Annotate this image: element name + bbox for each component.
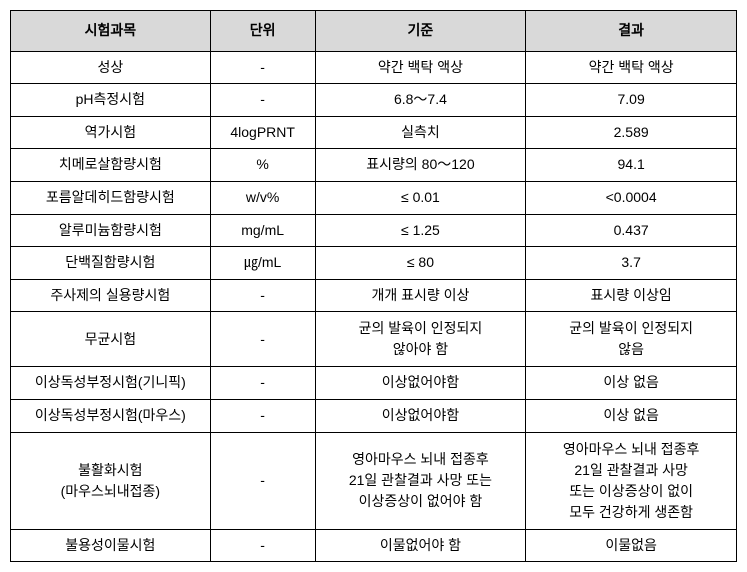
header-criteria: 기준 xyxy=(315,11,526,52)
cell-unit: - xyxy=(210,529,315,562)
test-results-table: 시험과목 단위 기준 결과 성상-약간 백탁 액상약간 백탁 액상pH측정시험-… xyxy=(10,10,737,562)
cell-unit: - xyxy=(210,84,315,117)
cell-criteria: 이물없어야 함 xyxy=(315,529,526,562)
header-subject: 시험과목 xyxy=(11,11,211,52)
cell-subject: 역가시험 xyxy=(11,116,211,149)
cell-criteria: 개개 표시량 이상 xyxy=(315,279,526,312)
cell-criteria: ≤ 80 xyxy=(315,247,526,280)
table-row: 알루미늄함량시험mg/mL≤ 1.250.437 xyxy=(11,214,737,247)
cell-unit: - xyxy=(210,367,315,400)
cell-subject: 알루미늄함량시험 xyxy=(11,214,211,247)
cell-subject: 주사제의 실용량시험 xyxy=(11,279,211,312)
table-row: 주사제의 실용량시험-개개 표시량 이상표시량 이상임 xyxy=(11,279,737,312)
cell-criteria: 영아마우스 뇌내 접종후21일 관찰결과 사망 또는이상증상이 없어야 함 xyxy=(315,432,526,529)
cell-subject: 단백질함량시험 xyxy=(11,247,211,280)
cell-criteria: 표시량의 80～120 xyxy=(315,149,526,182)
cell-result: 이물없음 xyxy=(526,529,737,562)
cell-unit: - xyxy=(210,399,315,432)
header-result: 결과 xyxy=(526,11,737,52)
cell-subject: 불용성이물시험 xyxy=(11,529,211,562)
cell-criteria: 실측치 xyxy=(315,116,526,149)
table-row: 무균시험-균의 발육이 인정되지않아야 함균의 발육이 인정되지않음 xyxy=(11,312,737,367)
cell-result: 0.437 xyxy=(526,214,737,247)
table-row: 역가시험4logPRNT실측치2.589 xyxy=(11,116,737,149)
cell-subject: 불활화시험(마우스뇌내접종) xyxy=(11,432,211,529)
table-row: 불용성이물시험-이물없어야 함이물없음 xyxy=(11,529,737,562)
cell-unit: w/v% xyxy=(210,181,315,214)
cell-criteria: 6.8～7.4 xyxy=(315,84,526,117)
cell-criteria: ≤ 1.25 xyxy=(315,214,526,247)
cell-subject: 이상독성부정시험(기니픽) xyxy=(11,367,211,400)
table-header-row: 시험과목 단위 기준 결과 xyxy=(11,11,737,52)
table-row: 이상독성부정시험(마우스)-이상없어야함이상 없음 xyxy=(11,399,737,432)
cell-subject: 이상독성부정시험(마우스) xyxy=(11,399,211,432)
cell-unit: - xyxy=(210,432,315,529)
cell-unit: - xyxy=(210,51,315,84)
cell-criteria: 이상없어야함 xyxy=(315,367,526,400)
cell-result: 3.7 xyxy=(526,247,737,280)
cell-result: 이상 없음 xyxy=(526,399,737,432)
cell-result: 약간 백탁 액상 xyxy=(526,51,737,84)
table-row: 불활화시험(마우스뇌내접종)-영아마우스 뇌내 접종후21일 관찰결과 사망 또… xyxy=(11,432,737,529)
cell-unit: - xyxy=(210,312,315,367)
cell-unit: mg/mL xyxy=(210,214,315,247)
cell-unit: - xyxy=(210,279,315,312)
cell-unit: ㎍/mL xyxy=(210,247,315,280)
cell-criteria: 균의 발육이 인정되지않아야 함 xyxy=(315,312,526,367)
cell-result: 표시량 이상임 xyxy=(526,279,737,312)
table-row: pH측정시험-6.8～7.47.09 xyxy=(11,84,737,117)
table-row: 포름알데히드함량시험w/v%≤ 0.01<0.0004 xyxy=(11,181,737,214)
table-row: 치메로살함량시험%표시량의 80～12094.1 xyxy=(11,149,737,182)
cell-result: <0.0004 xyxy=(526,181,737,214)
cell-subject: 치메로살함량시험 xyxy=(11,149,211,182)
header-unit: 단위 xyxy=(210,11,315,52)
table-body: 성상-약간 백탁 액상약간 백탁 액상pH측정시험-6.8～7.47.09역가시… xyxy=(11,51,737,562)
cell-subject: 포름알데히드함량시험 xyxy=(11,181,211,214)
cell-result: 영아마우스 뇌내 접종후21일 관찰결과 사망또는 이상증상이 없이모두 건강하… xyxy=(526,432,737,529)
cell-subject: pH측정시험 xyxy=(11,84,211,117)
cell-subject: 무균시험 xyxy=(11,312,211,367)
table-row: 단백질함량시험㎍/mL≤ 803.7 xyxy=(11,247,737,280)
table-row: 이상독성부정시험(기니픽)-이상없어야함이상 없음 xyxy=(11,367,737,400)
cell-result: 2.589 xyxy=(526,116,737,149)
cell-result: 94.1 xyxy=(526,149,737,182)
table-row: 성상-약간 백탁 액상약간 백탁 액상 xyxy=(11,51,737,84)
cell-subject: 성상 xyxy=(11,51,211,84)
cell-unit: 4logPRNT xyxy=(210,116,315,149)
cell-criteria: 이상없어야함 xyxy=(315,399,526,432)
cell-result: 이상 없음 xyxy=(526,367,737,400)
cell-result: 균의 발육이 인정되지않음 xyxy=(526,312,737,367)
cell-unit: % xyxy=(210,149,315,182)
cell-result: 7.09 xyxy=(526,84,737,117)
cell-criteria: ≤ 0.01 xyxy=(315,181,526,214)
cell-criteria: 약간 백탁 액상 xyxy=(315,51,526,84)
